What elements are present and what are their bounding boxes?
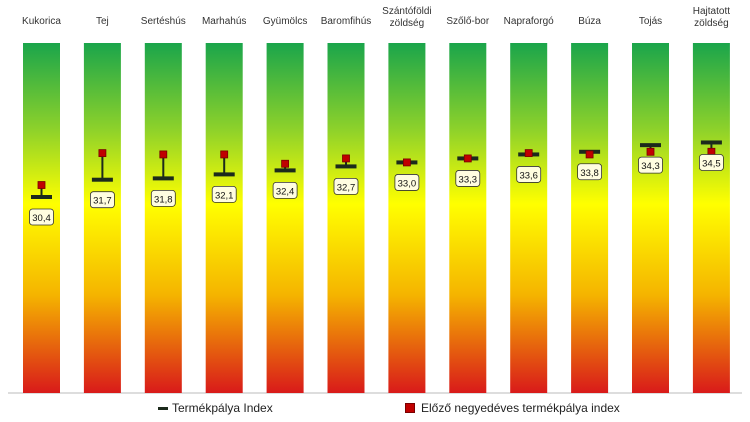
legend-index: Termékpálya Index [158,401,273,415]
column-11 [692,43,730,393]
previous-marker [585,150,594,159]
column-4 [266,43,304,393]
previous-marker [646,147,655,156]
previous-marker [524,149,533,158]
column-9 [571,43,609,393]
data-label-box [699,154,724,171]
data-label: 31,8 [154,194,173,205]
legend-previous-swatch [405,403,415,413]
previous-marker [159,150,168,159]
category-label: Tojás [639,16,662,27]
previous-marker [37,181,46,189]
data-label: 34,5 [702,158,721,169]
category-label: Szőlő-bor [446,16,489,27]
data-label-box [211,185,237,203]
category-label: Napraforgó [504,16,554,27]
data-label-box [90,191,115,209]
previous-marker [98,149,107,158]
index-marker [91,177,113,182]
index-marker [700,140,722,145]
data-label: 32,7 [337,182,356,193]
data-label-box [29,208,54,226]
category-label: Baromfihús [321,16,372,27]
previous-marker [281,159,290,168]
data-label-box [638,156,663,174]
data-label: 33,0 [398,178,417,189]
data-label: 33,3 [459,174,478,185]
data-label: 34,3 [641,161,660,172]
data-label-box [272,181,298,199]
category-label: Kukorica [22,16,61,27]
data-label: 31,7 [93,196,112,207]
column-7 [449,43,487,393]
data-label-box [577,163,602,181]
column-8 [510,43,548,393]
legend-index-label: Termékpálya Index [172,401,273,415]
index-marker [31,195,52,199]
category-label: Szántóföldi zöldség [382,6,431,29]
data-label: 33,6 [519,170,538,181]
legend-previous: Előző negyedéves termékpálya index [405,401,620,415]
data-label-box [394,174,420,191]
column-10 [632,43,669,393]
category-label: Tej [96,16,109,27]
previous-marker [463,154,472,163]
data-label-box [516,166,542,183]
index-marker [274,168,296,173]
index-marker [152,176,174,181]
category-label: Hajtatott zöldség [693,6,730,29]
column-2 [144,43,182,393]
index-marker [213,172,235,177]
data-label: 33,8 [580,168,599,179]
column-6 [388,43,426,393]
previous-marker [402,158,411,167]
data-label-box [333,178,359,195]
legend-index-swatch [158,406,168,410]
legend-previous-label: Előző negyedéves termékpálya index [421,401,620,415]
data-label-box [455,170,481,187]
column-1 [83,43,121,393]
column-3 [205,43,243,393]
column-5 [327,43,365,393]
previous-marker [220,150,229,159]
category-label: Sertéshús [141,16,186,27]
category-label: Gyümölcs [263,16,307,27]
previous-marker [342,154,350,163]
data-label-box [150,189,176,207]
data-label: 32,1 [215,190,234,201]
index-marker [335,164,357,169]
data-label: 30,4 [32,213,51,224]
chart: Kukorica 30,4 Tej 31,7 Sertéshús 31,8 Marhahús… [8,6,742,394]
index-marker [640,143,661,148]
category-label: Búza [578,16,601,27]
category-label: Marhahús [202,16,246,27]
data-label: 32,4 [276,186,295,197]
